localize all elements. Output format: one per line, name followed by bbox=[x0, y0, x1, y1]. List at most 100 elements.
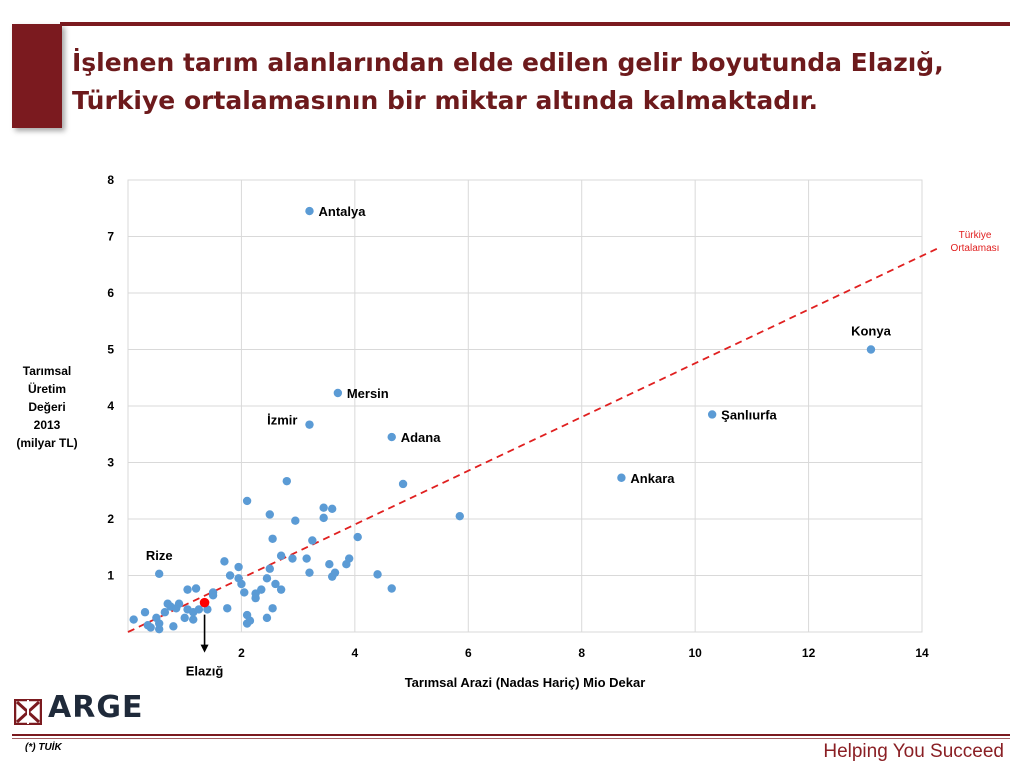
y-tick-label: 7 bbox=[107, 230, 114, 244]
slide-title-line-1: İşlenen tarım alanlarından elde edilen g… bbox=[72, 48, 944, 77]
data-point bbox=[242, 496, 252, 506]
data-point bbox=[276, 551, 286, 560]
data-point bbox=[344, 554, 354, 563]
data-point bbox=[288, 554, 297, 563]
data-point bbox=[276, 585, 286, 594]
data-point bbox=[398, 479, 408, 489]
data-point bbox=[237, 579, 246, 589]
arge-logo-text: ARGE bbox=[48, 690, 144, 725]
data-point bbox=[268, 604, 277, 613]
data-point-elazig bbox=[199, 597, 210, 608]
elazig-callout-label: Elazığ bbox=[186, 664, 224, 679]
data-point-labeled bbox=[305, 206, 314, 216]
data-point bbox=[387, 584, 396, 593]
data-point bbox=[257, 585, 266, 594]
data-point bbox=[140, 608, 150, 617]
data-point bbox=[282, 476, 291, 486]
y-axis-title-line-1: Tarımsal bbox=[22, 364, 72, 378]
data-point bbox=[302, 554, 311, 563]
y-axis-title: Tarımsal Üretim Değeri 2013 (milyar TL) bbox=[0, 362, 94, 452]
point-label: Adana bbox=[401, 430, 442, 445]
y-axis-title-line-3: Değeri bbox=[28, 400, 66, 414]
data-point bbox=[225, 571, 235, 580]
footer-rule bbox=[12, 734, 1010, 736]
x-tick-label: 12 bbox=[802, 646, 816, 660]
y-axis-title-line-5: (milyar TL) bbox=[16, 436, 78, 450]
elazig-callout-arrowhead bbox=[200, 644, 209, 653]
data-point bbox=[146, 623, 155, 632]
x-tick-label: 10 bbox=[688, 646, 702, 660]
y-tick-label: 5 bbox=[107, 343, 114, 357]
data-point-labeled bbox=[333, 388, 343, 398]
trend-line-turkiye-ortalamasi bbox=[127, 246, 940, 633]
data-point-labeled bbox=[707, 410, 717, 419]
data-point bbox=[180, 613, 189, 623]
y-tick-label: 4 bbox=[107, 399, 114, 413]
data-point bbox=[240, 588, 249, 597]
y-axis-title-line-4: 2013 bbox=[33, 418, 61, 432]
data-point bbox=[330, 568, 340, 577]
trend-label-line: Ortalaması bbox=[951, 243, 1000, 254]
y-axis-title-line-2: Üretim bbox=[27, 382, 66, 396]
data-point bbox=[325, 560, 334, 569]
data-point bbox=[194, 605, 204, 614]
tagline: Helping You Succeed bbox=[823, 741, 1004, 762]
data-point bbox=[319, 503, 328, 512]
data-point bbox=[251, 593, 260, 603]
point-label: İzmir bbox=[267, 413, 297, 428]
data-point bbox=[129, 615, 138, 624]
data-point bbox=[189, 615, 198, 624]
title-top-rule bbox=[60, 22, 1010, 26]
x-tick-label: 8 bbox=[578, 646, 585, 660]
data-point bbox=[265, 510, 274, 519]
x-axis-title: Tarımsal Arazi (Nadas Hariç) Mio Dekar bbox=[405, 675, 646, 690]
x-tick-label: 2 bbox=[238, 646, 245, 660]
x-tick-label: 4 bbox=[352, 646, 359, 660]
data-point bbox=[373, 570, 382, 579]
point-label: Ankara bbox=[630, 471, 675, 486]
point-label: Şanlıurfa bbox=[721, 407, 777, 422]
point-label: Rize bbox=[146, 548, 173, 563]
data-point bbox=[154, 619, 164, 628]
data-point bbox=[183, 585, 192, 594]
data-point bbox=[208, 588, 218, 597]
data-point bbox=[234, 562, 243, 572]
y-tick-label: 3 bbox=[107, 456, 114, 470]
title-accent-block bbox=[12, 24, 62, 128]
arge-logo-icon bbox=[14, 699, 42, 725]
data-point bbox=[245, 616, 255, 625]
x-tick-label: 6 bbox=[465, 646, 472, 660]
data-point-labeled bbox=[305, 420, 314, 429]
data-point-labeled bbox=[154, 569, 164, 579]
data-point bbox=[291, 516, 300, 525]
data-point bbox=[265, 564, 274, 573]
data-point bbox=[163, 599, 172, 608]
y-tick-label: 8 bbox=[107, 173, 114, 187]
point-label: Antalya bbox=[318, 204, 366, 219]
data-point bbox=[160, 608, 170, 617]
data-point bbox=[169, 622, 178, 631]
data-point bbox=[455, 511, 464, 521]
data-point bbox=[305, 568, 314, 577]
data-point bbox=[268, 534, 277, 543]
source-note: (*) TUİK bbox=[25, 742, 62, 753]
y-tick-label: 2 bbox=[107, 512, 114, 526]
trend-label-line: Türkiye bbox=[959, 230, 992, 241]
slide-title: İşlenen tarım alanlarından elde edilen g… bbox=[72, 44, 1002, 120]
data-point bbox=[262, 613, 272, 623]
data-point bbox=[353, 532, 362, 542]
data-point bbox=[327, 504, 337, 514]
y-tick-label: 1 bbox=[107, 569, 114, 583]
point-label: Konya bbox=[851, 324, 892, 339]
data-point bbox=[220, 557, 229, 566]
data-point bbox=[319, 513, 328, 523]
data-point bbox=[308, 536, 317, 545]
data-point-labeled bbox=[617, 473, 626, 482]
data-point bbox=[262, 574, 272, 583]
data-point-labeled bbox=[387, 432, 396, 442]
slide-title-line-2: Türkiye ortalamasının bir miktar altında… bbox=[72, 86, 818, 115]
data-point bbox=[174, 599, 184, 608]
data-point-labeled bbox=[866, 345, 876, 354]
data-point bbox=[191, 584, 201, 593]
